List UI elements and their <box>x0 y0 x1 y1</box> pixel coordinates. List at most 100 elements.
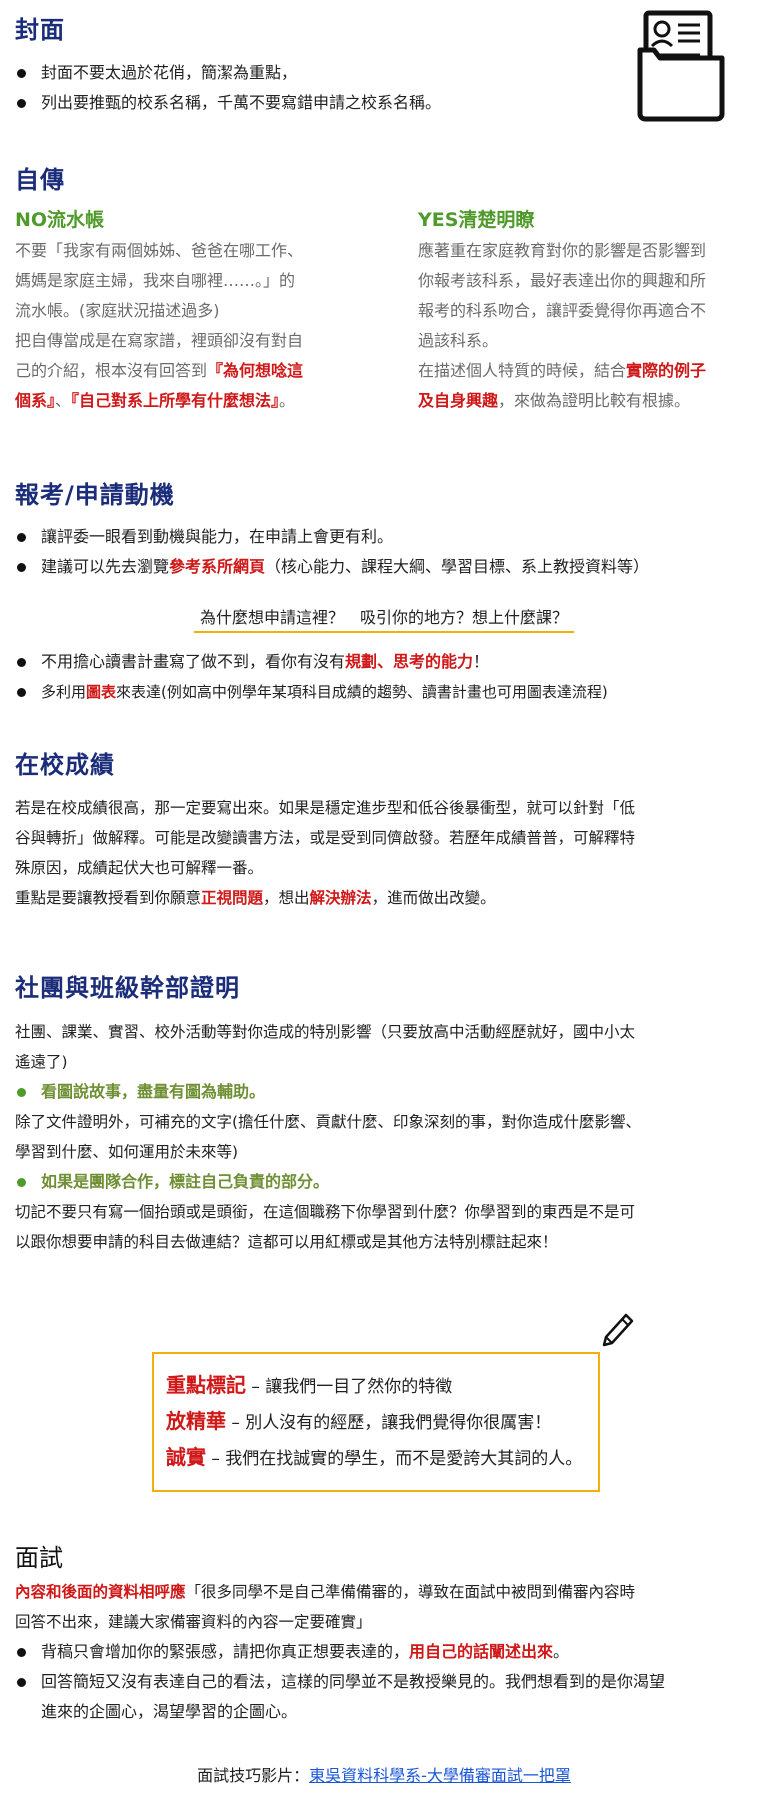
text-span: 重點是要讓教授看到你願意 <box>15 889 202 907</box>
highlight-text: 正視問題 <box>201 889 264 907</box>
motivation-bullet: 多利用圖表來表達(例如高中例學年某項科目成績的趨勢、讀書計畫也可用圖表達流程) <box>15 677 760 707</box>
text-line: 個系』、『自己對系上所學有什麼想法』。 <box>15 386 365 416</box>
motivation-bullet: 不用擔心讀書計畫寫了做不到，看你有沒有規劃、思考的能力！ <box>15 647 760 677</box>
text-line: 除了文件證明外，可補充的文字(擔任什麼、貢獻什麼、印象深刻的事，對你造成什麼影響… <box>15 1113 642 1131</box>
text-span: 不用擔心讀書計畫寫了做不到，看你有沒有 <box>41 652 346 671</box>
text-span: ，來做為證明比較有根據。 <box>498 391 691 410</box>
cover-bullet: 封面不要太過於花俏，簡潔為重點， <box>15 58 615 88</box>
folder-document-icon <box>636 10 726 122</box>
interview-text: 內容和後面的資料相呼應「很多同學不是自己準備備審的，導致在面試中被問到備審內容時… <box>15 1577 760 1727</box>
text-span: （核心能力、課程大綱、學習目標、系上教授資料等） <box>265 557 650 576</box>
text-span: 「很多同學不是自己準備備審的，導致在面試中被問到備審內容時 <box>185 1583 636 1601</box>
highlight-text: 個系』 <box>15 391 56 410</box>
clubs-title: 社團與班級幹部證明 <box>15 974 240 1002</box>
cover-bullet: 列出要推甄的校系名稱，千萬不要寫錯申請之校系名稱。 <box>15 88 615 118</box>
interview-bullet: 回答簡短又沒有表達自己的看法，這樣的同學並不是教授樂見的。我們想看到的是你渴望進… <box>15 1667 760 1727</box>
highlight-text: 解決辦法 <box>309 889 372 907</box>
text-line: 社團、課業、實習、校外活動等對你造成的特別影響（只要放高中活動經歷就好，國中小太 <box>15 1023 636 1041</box>
text-line: 過該科系。 <box>418 331 499 350</box>
text-line: 內容和後面的資料相呼應「很多同學不是自己準備備審的，導致在面試中被問到備審內容時 <box>15 1577 760 1607</box>
highlight-text: 實際的例子 <box>626 361 707 380</box>
text-line: 谷與轉折」做解釋。可能是改變讀書方法，或是受到同儕啟發。若歷年成績普普，可解釋特 <box>15 829 636 847</box>
video-label: 面試技巧影片： <box>197 1766 310 1785</box>
text-line: 以跟你想要申請的科目去做連結？這都可以用紅標或是其他方法特別標註起來！ <box>15 1233 558 1251</box>
cover-title: 封面 <box>15 16 65 44</box>
text-line: 回答簡短又沒有表達自己的看法，這樣的同學並不是教授樂見的。我們想看到的是你渴望 <box>41 1672 666 1691</box>
motivation-title: 報考/申請動機 <box>15 481 175 509</box>
highlight-text: 『自己對系上所學有什麼想法』 <box>71 391 280 410</box>
text-line: 己的介紹，根本沒有回答到『為何想唸這 <box>15 356 365 386</box>
tip-key: 誠實 <box>166 1445 206 1469</box>
text-span: 建議可以先去瀏覽 <box>41 557 170 576</box>
text-span: ，進而做出改變。 <box>371 889 496 907</box>
motivation-bullet: 讓評委一眼看到動機與能力，在申請上會更有利。 <box>15 522 755 552</box>
tip-bullet: 看圖說故事，盡量有圖為輔助。 <box>15 1077 760 1107</box>
interview-bullet: 背稿只會增加你的緊張感，請把你真正想要表達的，用自己的話闡述出來。 <box>15 1637 760 1667</box>
tip-item: 誠實 – 我們在找誠實的學生，而不是愛誇大其詞的人。 <box>166 1440 586 1476</box>
motivation-question: 為什麼想申請這裡？ 吸引你的地方？想上什麼課？ <box>193 605 574 633</box>
tip-bullet: 如果是團隊合作，標註自己負責的部分。 <box>15 1167 760 1197</box>
pencil-icon <box>598 1307 638 1349</box>
interview-title: 面試 <box>15 1544 63 1572</box>
autobio-left-head: NO流水帳 <box>15 209 105 231</box>
text-line: 流水帳。(家庭狀況描述過多) <box>15 301 220 320</box>
text-line: 殊原因，成績起伏大也可解釋一番。 <box>15 859 264 877</box>
tip-item: 放精華 – 別人沒有的經歷，讓我們覺得你很厲害！ <box>166 1404 586 1440</box>
text-span: 。 <box>279 391 296 410</box>
highlight-text: 規劃、思考的能力 <box>345 652 474 671</box>
text-span: 在描述個人特質的時候，結合 <box>418 361 627 380</box>
text-span: ，想出 <box>263 889 310 907</box>
tip-key: 放精華 <box>166 1409 226 1433</box>
highlight-text: 『為何想唸這 <box>207 361 304 380</box>
text-line: 把自傳當成是在寫家譜，裡頭卻沒有對自 <box>15 331 304 350</box>
highlight-text: 參考系所網頁 <box>169 557 266 576</box>
text-span: 多利用 <box>41 683 87 701</box>
tip-text: – 讓我們一目了然你的特徵 <box>246 1377 453 1397</box>
autobio-right-column: YES清楚明瞭 應著重在家庭教育對你的影響是否影響到 你報考該科系，最好表達出你… <box>418 205 758 416</box>
tip-text: – 別人沒有的經歷，讓我們覺得你很厲害！ <box>226 1413 552 1433</box>
motivation-bullets: 讓評委一眼看到動機與能力，在申請上會更有利。 建議可以先去瀏覽參考系所網頁（核心… <box>15 522 755 582</box>
tip-key: 重點標記 <box>166 1373 246 1397</box>
tips-box: 重點標記 – 讓我們一目了然你的特徵 放精華 – 別人沒有的經歷，讓我們覺得你很… <box>152 1352 600 1492</box>
text-line: 切記不要只有寫一個抬頭或是頭銜，在這個職務下你學習到什麼？你學習到的東西是不是可 <box>15 1203 636 1221</box>
grades-text: 若是在校成績很高，那一定要寫出來。如果是穩定進步型和低谷後暴衝型，就可以針對「低… <box>15 793 760 913</box>
motivation-bullets-2: 不用擔心讀書計畫寫了做不到，看你有沒有規劃、思考的能力！ 多利用圖表來表達(例如… <box>15 647 760 707</box>
video-link[interactable]: 東吳資料科學系-大學備審面試一把罩 <box>309 1766 571 1785</box>
text-span: 、 <box>55 391 72 410</box>
text-span: 己的介紹，根本沒有回答到 <box>15 361 208 380</box>
autobio-left-text: 不要「我家有兩個姊姊、爸爸在哪工作、 媽媽是家庭主婦，我來自哪裡……。」的 流水… <box>15 236 365 416</box>
autobio-left-column: NO流水帳 不要「我家有兩個姊姊、爸爸在哪工作、 媽媽是家庭主婦，我來自哪裡……… <box>15 205 365 416</box>
text-line: 及自身興趣，來做為證明比較有根據。 <box>418 386 758 416</box>
text-span: ！ <box>473 652 490 671</box>
cover-bullets: 封面不要太過於花俏，簡潔為重點， 列出要推甄的校系名稱，千萬不要寫錯申請之校系名… <box>15 58 615 118</box>
interview-bullets: 背稿只會增加你的緊張感，請把你真正想要表達的，用自己的話闡述出來。 回答簡短又沒… <box>15 1637 760 1727</box>
text-line: 重點是要讓教授看到你願意正視問題，想出解決辦法，進而做出改變。 <box>15 883 760 913</box>
highlight-text: 及自身興趣 <box>418 391 499 410</box>
text-line: 不要「我家有兩個姊姊、爸爸在哪工作、 <box>15 241 304 260</box>
text-line: 若是在校成績很高，那一定要寫出來。如果是穩定進步型和低谷後暴衝型，就可以針對「低 <box>15 799 636 817</box>
text-line: 回答不出來，建議大家備審資料的內容一定要確實」 <box>15 1613 372 1631</box>
text-span: 來表達(例如高中例學年某項科目成績的趨勢、讀書計畫也可用圖表達流程) <box>116 683 608 701</box>
text-line: 學習到什麼、如何運用於未來等) <box>15 1143 239 1161</box>
clubs-tip-2: 如果是團隊合作，標註自己負責的部分。 <box>15 1167 760 1197</box>
motivation-question-row: 為什麼想申請這裡？ 吸引你的地方？想上什麼課？ <box>0 605 768 633</box>
text-line: 報考的科系吻合，讓評委覺得你再適合不 <box>418 301 707 320</box>
text-span: 。 <box>553 1642 570 1661</box>
tip-item: 重點標記 – 讓我們一目了然你的特徵 <box>166 1368 586 1404</box>
text-line: 進來的企圖心，渴望學習的企圖心。 <box>41 1702 298 1721</box>
text-line: 媽媽是家庭主婦，我來自哪裡……。」的 <box>15 271 296 290</box>
tip-text: – 我們在找誠實的學生，而不是愛誇大其詞的人。 <box>206 1449 583 1469</box>
text-span: 背稿只會增加你的緊張感，請把你真正想要表達的， <box>41 1642 410 1661</box>
motivation-bullet: 建議可以先去瀏覽參考系所網頁（核心能力、課程大綱、學習目標、系上教授資料等） <box>15 552 755 582</box>
text-line: 在描述個人特質的時候，結合實際的例子 <box>418 356 758 386</box>
clubs-tip-1: 看圖說故事，盡量有圖為輔助。 <box>15 1077 760 1107</box>
highlight-text: 用自己的話闡述出來 <box>409 1642 554 1661</box>
text-line: 你報考該科系，最好表達出你的興趣和所 <box>418 271 707 290</box>
grades-title: 在校成績 <box>15 751 115 779</box>
autobio-right-text: 應著重在家庭教育對你的影響是否影響到 你報考該科系，最好表達出你的興趣和所 報考… <box>418 236 758 416</box>
interview-video-row: 面試技巧影片：東吳資料科學系-大學備審面試一把罩 <box>0 1762 768 1786</box>
autobio-title: 自傳 <box>15 166 65 194</box>
highlight-text: 內容和後面的資料相呼應 <box>15 1583 186 1601</box>
text-line: 應著重在家庭教育對你的影響是否影響到 <box>418 241 707 260</box>
